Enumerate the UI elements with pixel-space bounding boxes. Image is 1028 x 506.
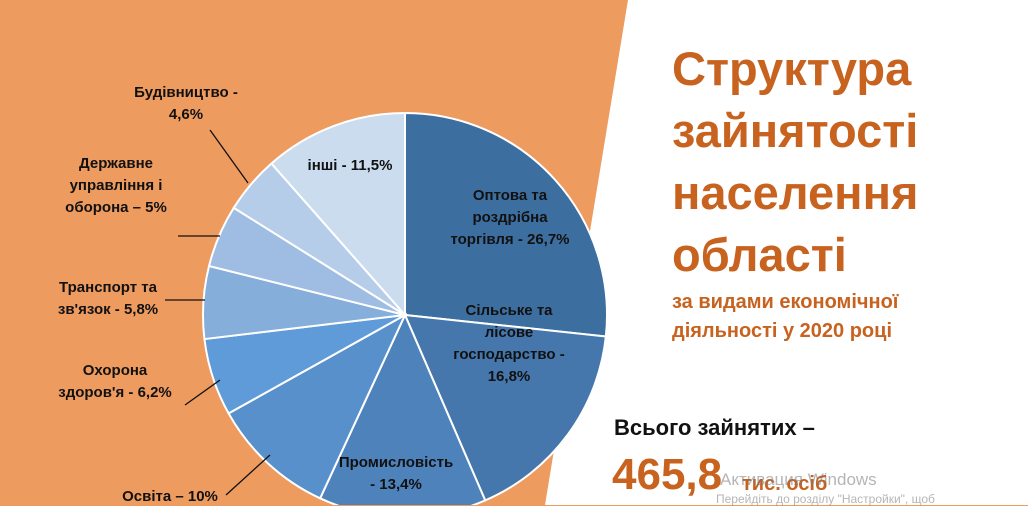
slice-label-line: Освіта – 10% [122, 488, 218, 505]
leader-line [184, 379, 221, 406]
slice-label-line: Будівництво - [134, 84, 238, 101]
total-label: Всього зайнятих – [614, 415, 815, 440]
slice-label-line: Промисловість [339, 454, 453, 471]
subtitle-line: за видами економічної [672, 291, 899, 313]
slice-label-line: Державне [79, 155, 153, 172]
slice-label-line: 16,8% [488, 368, 531, 385]
slice-label: Державне управління і оборона – 5% [65, 155, 167, 216]
slice-label-line: господарство - [453, 346, 564, 363]
slice-label: Промисловість - 13,4% [339, 454, 453, 493]
slice-label-line: зв'язок - 5,8% [58, 301, 158, 318]
slice-label-line: роздрібна [472, 209, 548, 226]
slice-label-line: оборона – 5% [65, 199, 167, 216]
slide-subtitle: за видами економічної діяльності у 2020 … [672, 288, 1022, 346]
activation-watermark: Активация Windows [720, 470, 877, 489]
slice-label-line: лісове [485, 324, 534, 341]
slice-label: Сільське та лісове господарство - 16,8% [453, 302, 564, 385]
slice-label-line: торгівля - 26,7% [450, 231, 569, 248]
slice-label-line: Транспорт та [59, 279, 158, 296]
total-value: 465,8 [612, 450, 723, 499]
pie-labels: Оптова та роздрібна торгівля - 26,7% Сільсь… [58, 84, 570, 505]
pie-slice [227, 312, 408, 500]
pie-slice [270, 111, 406, 318]
pie-slice [403, 313, 607, 502]
slice-label: Транспорт та зв'язок - 5,8% [58, 279, 158, 318]
slice-label-line: здоров'я - 6,2% [58, 384, 172, 401]
slice-label-line: Сільське та [465, 302, 553, 319]
slice-label-line: управління і [70, 177, 163, 194]
title-line: Структура [672, 42, 912, 95]
slice-label: Оптова та роздрібна торгівля - 26,7% [450, 187, 569, 248]
leader-line [225, 454, 271, 496]
slice-label: Будівництво - 4,6% [134, 84, 238, 123]
subtitle-line: діяльності у 2020 році [672, 320, 892, 342]
slide-title: Структура зайнятості населення області [672, 38, 1012, 286]
pie-slice [318, 312, 487, 505]
title-line: зайнятості [672, 104, 919, 157]
slice-label-line: інші - 11,5% [308, 157, 393, 174]
leader-line [209, 129, 249, 184]
white-panel [545, 0, 1028, 505]
slice-label-line: - 13,4% [370, 476, 422, 493]
slice-label-line: Оптова та [473, 187, 548, 204]
pie-chart [202, 111, 608, 505]
slice-label: інші - 11,5% [308, 157, 393, 174]
total-unit: тис. осіб [742, 473, 828, 495]
title-line: населення [672, 166, 919, 219]
pie-slice [404, 111, 608, 338]
activation-watermark-subtitle: Перейдіть до розділу "Настройки", щоб [716, 492, 935, 506]
title-line: області [672, 228, 847, 281]
slice-label: Освіта – 10% [122, 488, 218, 505]
slice-label: Охорона здоров'я - 6,2% [58, 362, 172, 401]
slice-label-line: Охорона [83, 362, 148, 379]
slice-label-line: 4,6% [169, 106, 203, 123]
